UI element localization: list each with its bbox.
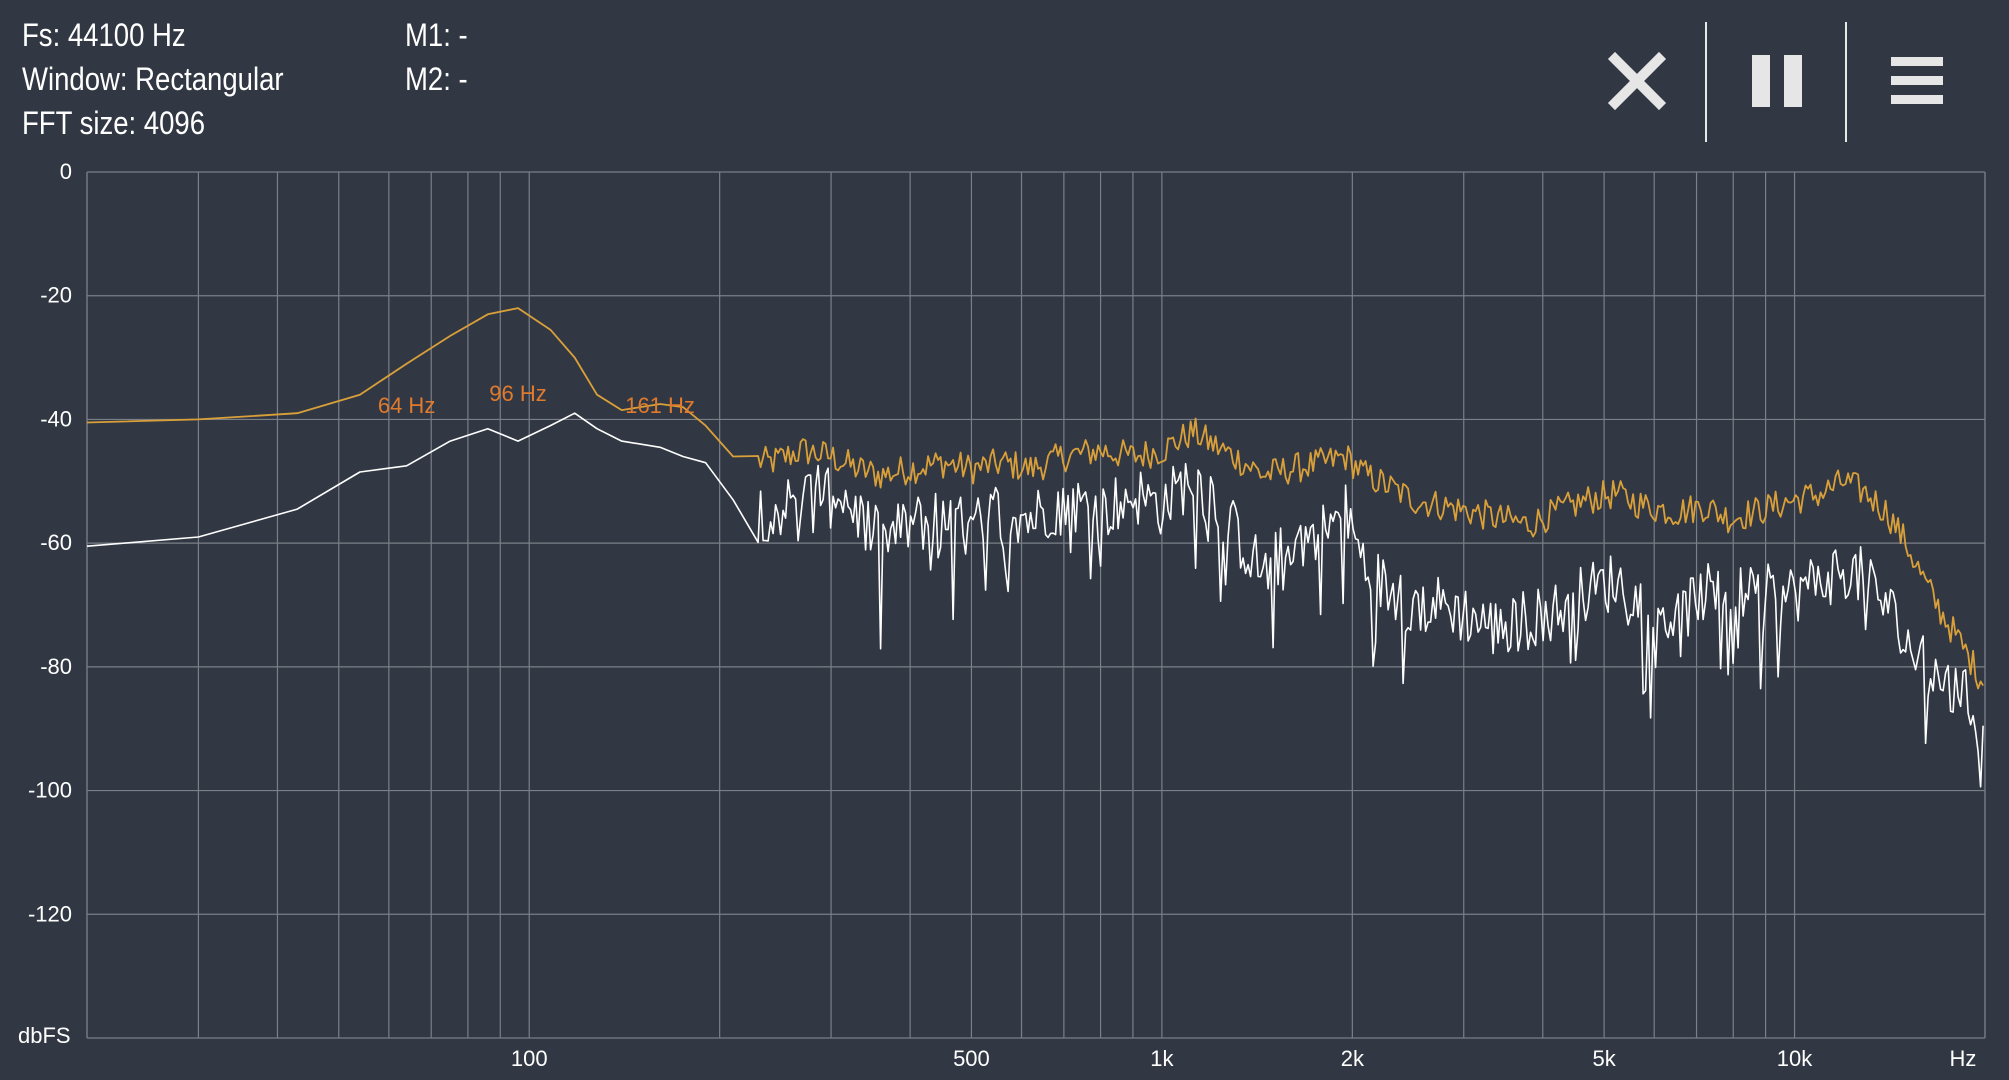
- window-label: Window: Rectangular: [22, 61, 284, 97]
- close-button[interactable]: [1567, 22, 1707, 140]
- x-tick-labels: 100 500 1k 2k 5k 10k: [511, 1046, 1813, 1071]
- x-axis-unit: Hz: [1950, 1046, 1977, 1071]
- toolbar-separator: [1705, 22, 1707, 142]
- y-tick-labels: 0 -20 -40 -60 -80 -100 -120: [28, 159, 72, 926]
- menu-button[interactable]: [1847, 22, 1987, 140]
- y-tick-label: -20: [40, 283, 72, 308]
- pause-button[interactable]: [1707, 22, 1847, 140]
- x-tick-label: 2k: [1341, 1046, 1365, 1071]
- y-tick-label: -120: [28, 901, 72, 926]
- x-tick-label: 500: [953, 1046, 990, 1071]
- marker-1-label: M1: -: [405, 17, 468, 53]
- y-axis-label: dbFS: [18, 1023, 71, 1048]
- info-panel-markers: M1: - M2: -: [405, 13, 468, 101]
- peak-hold-trace: [86, 307, 1984, 690]
- x-tick-label: 10k: [1777, 1046, 1813, 1071]
- live-spectrum-trace: [86, 412, 1984, 788]
- x-tick-label: 5k: [1592, 1046, 1616, 1071]
- peak-label: 64 Hz: [378, 393, 435, 418]
- sample-rate-label: Fs: 44100 Hz: [22, 17, 186, 53]
- menu-icon: [1891, 57, 1943, 104]
- spectrum-series: [86, 307, 1984, 788]
- x-tick-label: 1k: [1150, 1046, 1174, 1071]
- fft-size-label: FFT size: 4096: [22, 105, 206, 141]
- x-tick-label: 100: [511, 1046, 548, 1071]
- toolbar-separator: [1845, 22, 1847, 142]
- info-panel-left: Fs: 44100 Hz Window: Rectangular FFT siz…: [22, 13, 284, 145]
- pause-icon: [1752, 55, 1802, 107]
- close-icon: [1607, 51, 1667, 111]
- peak-label: 96 Hz: [489, 381, 546, 406]
- grid: [86, 171, 1986, 1039]
- marker-2-label: M2: -: [405, 61, 468, 97]
- y-tick-label: -40: [40, 406, 72, 431]
- peak-labels: 64 Hz 96 Hz 161 Hz: [378, 381, 695, 418]
- y-tick-label: -60: [40, 530, 72, 555]
- y-tick-label: 0: [60, 159, 72, 184]
- peak-label: 161 Hz: [625, 393, 695, 418]
- y-tick-label: -80: [40, 654, 72, 679]
- y-tick-label: -100: [28, 778, 72, 803]
